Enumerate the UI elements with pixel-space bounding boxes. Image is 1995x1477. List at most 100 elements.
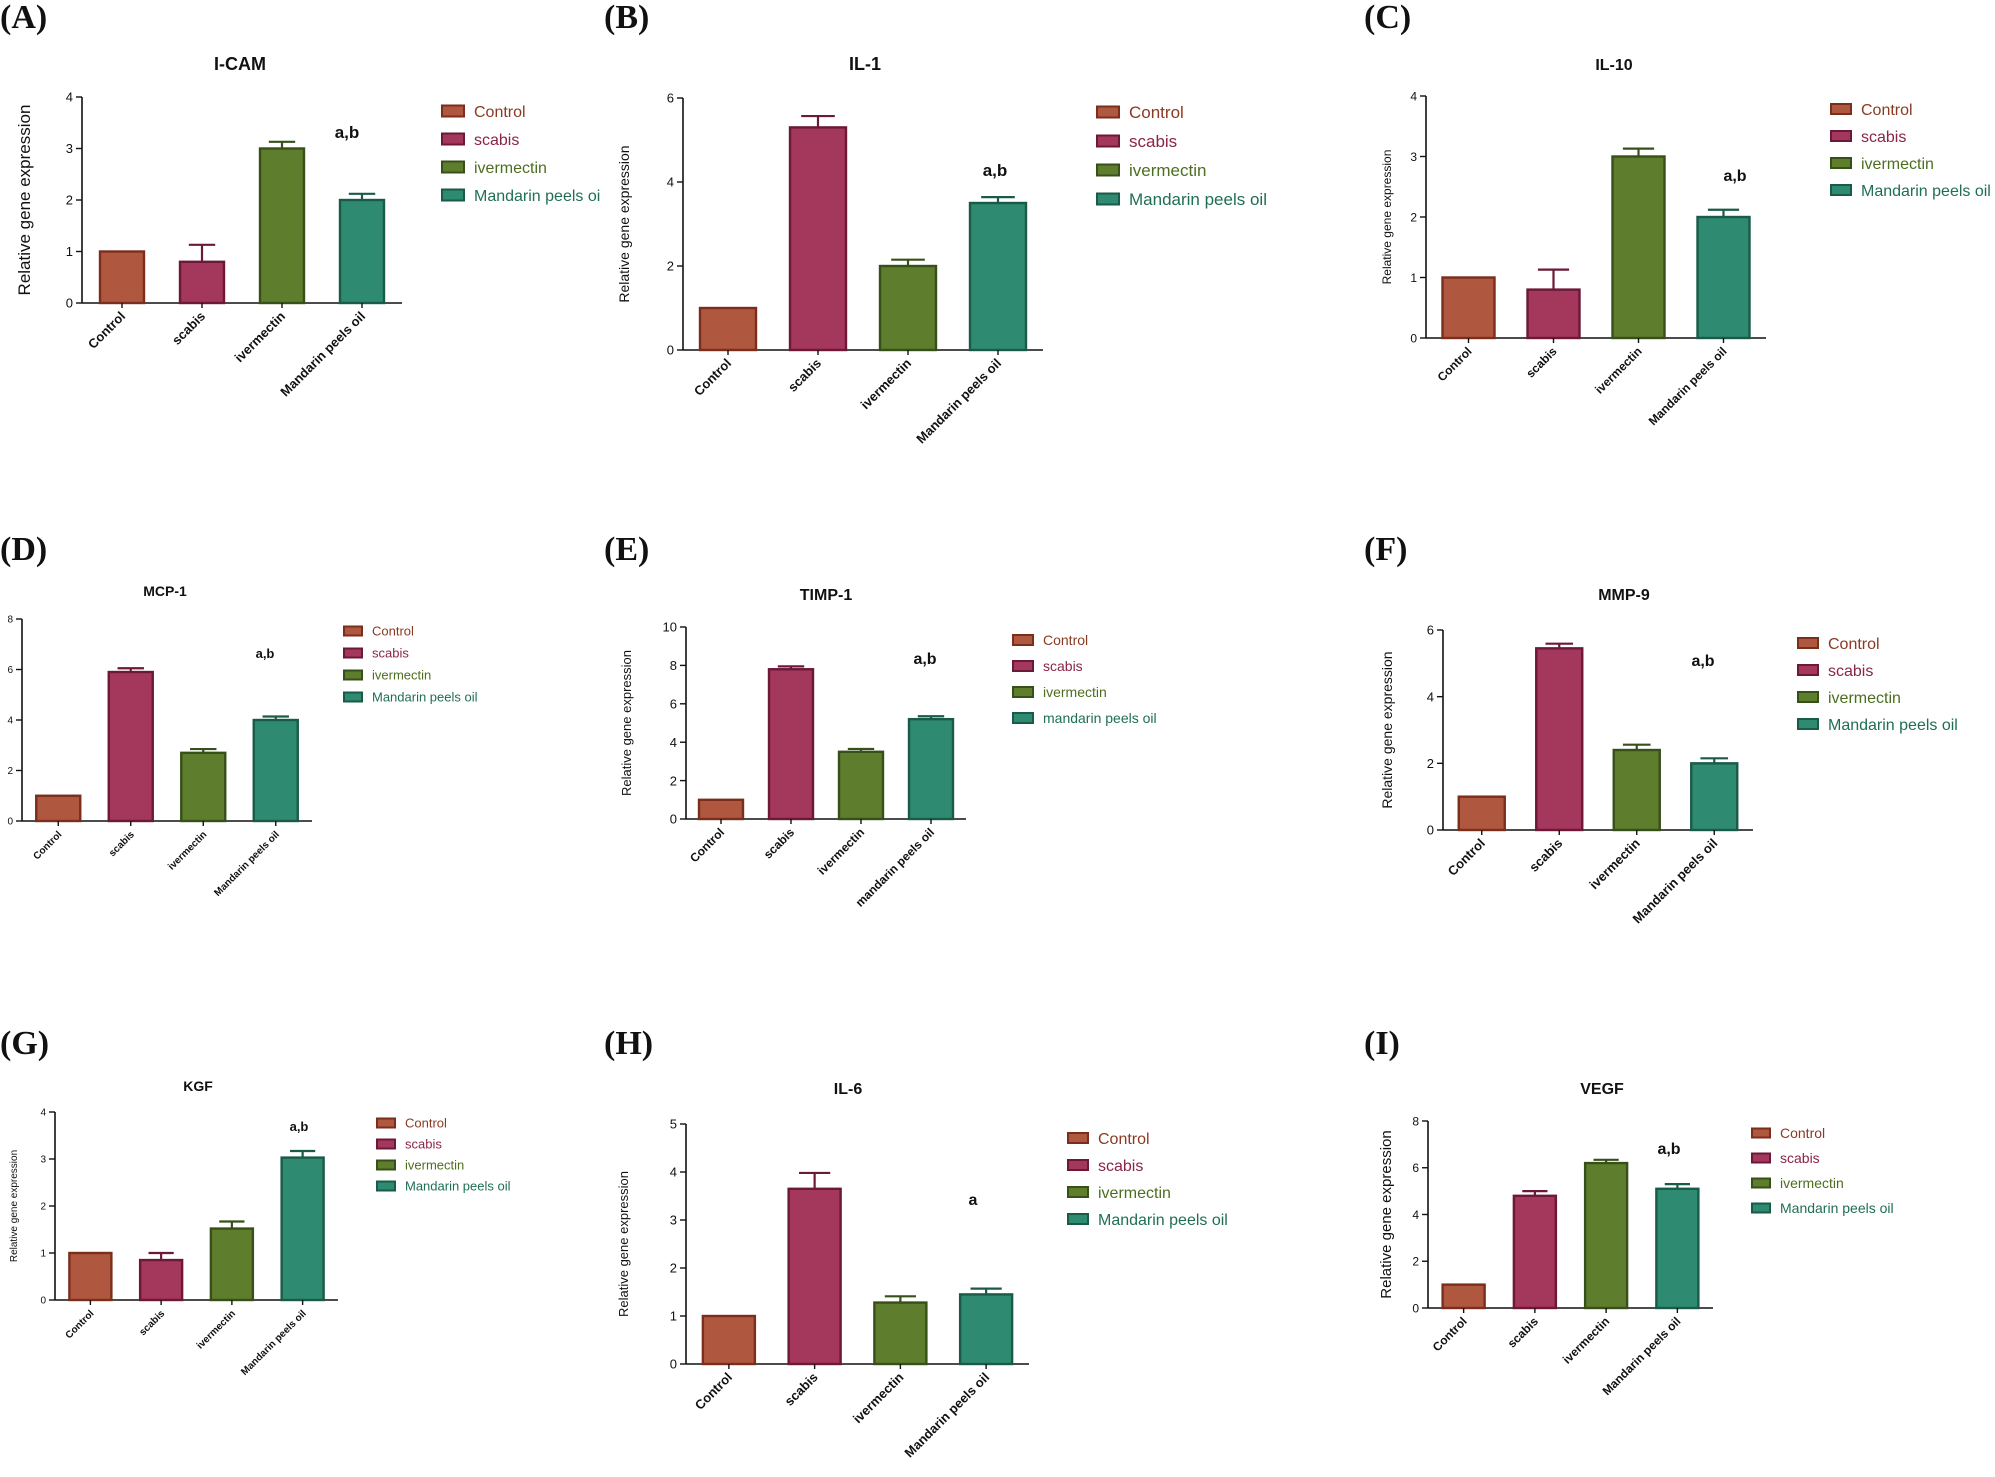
panel-letter: (F) bbox=[1364, 531, 1407, 568]
y-axis-label: Relative gene expression bbox=[1378, 1130, 1395, 1298]
category-label: scabis bbox=[1505, 1314, 1542, 1351]
legend-label: mandarin peels oil bbox=[1043, 710, 1157, 726]
bar-mandarin bbox=[1655, 1187, 1700, 1310]
panel-letter: (D) bbox=[0, 531, 47, 568]
legend: Control scabis ivermectin Mandarin peels oi… bbox=[1830, 102, 1991, 200]
y-axis-label: Relative gene expression bbox=[15, 105, 34, 296]
legend-swatch bbox=[1012, 712, 1034, 724]
bar-ivermectin bbox=[1583, 1161, 1629, 1310]
legend: Control scabis ivermectin Mandarin peels oi… bbox=[343, 624, 478, 705]
legend-label: scabis bbox=[474, 132, 519, 149]
chart-title: I-CAM bbox=[214, 54, 266, 74]
y-tick-label: 8 bbox=[670, 658, 677, 673]
bar-ivermectin bbox=[1612, 748, 1661, 832]
y-tick-label: 4 bbox=[66, 90, 73, 105]
panel-letter: (H) bbox=[604, 1025, 653, 1062]
y-tick-label: 3 bbox=[1410, 150, 1417, 164]
category-label: scabis bbox=[169, 309, 208, 348]
legend-swatch bbox=[1797, 664, 1819, 676]
panel-letter: (E) bbox=[604, 531, 649, 568]
category-label: Mandarin peels oil bbox=[1646, 344, 1730, 428]
category-label: ivermectin bbox=[1560, 1314, 1612, 1366]
legend-label: ivermectin bbox=[1861, 156, 1934, 173]
legend-label: Control bbox=[405, 1116, 447, 1131]
bar-control bbox=[68, 1251, 113, 1302]
chart-title: MCP-1 bbox=[143, 583, 187, 599]
legend-label: Mandarin peels oi bbox=[474, 188, 600, 205]
bar-scabis bbox=[788, 126, 848, 352]
y-tick-label: 0 bbox=[670, 1357, 677, 1372]
y-tick-label: 4 bbox=[1412, 1208, 1419, 1222]
category-label: Control bbox=[31, 829, 64, 862]
bar-scabis bbox=[787, 1187, 842, 1366]
y-tick-label: 1 bbox=[40, 1249, 46, 1260]
y-tick-label: 0 bbox=[670, 812, 677, 827]
y-tick-label: 4 bbox=[670, 1165, 677, 1180]
panel-letter: (C) bbox=[1364, 0, 1411, 36]
y-tick-label: 3 bbox=[670, 1213, 677, 1228]
legend-label: Control bbox=[1861, 102, 1913, 119]
legend-swatch bbox=[1830, 157, 1852, 169]
chart-title: TIMP-1 bbox=[800, 587, 853, 604]
panel-letter: (I) bbox=[1364, 1025, 1400, 1062]
bar-ivermectin bbox=[1611, 155, 1666, 340]
legend-swatch bbox=[1751, 1127, 1771, 1139]
legend-label: ivermectin bbox=[1780, 1175, 1844, 1191]
y-tick-label: 2 bbox=[1410, 210, 1417, 224]
y-tick-label: 0 bbox=[40, 1296, 46, 1307]
bar-ivermectin bbox=[258, 147, 306, 305]
category-label: ivermectin bbox=[1592, 344, 1644, 396]
significance-annotation: a,b bbox=[1657, 1141, 1680, 1158]
legend-swatch bbox=[1096, 105, 1120, 119]
legend-label: Control bbox=[1828, 636, 1880, 653]
y-tick-label: 2 bbox=[1412, 1255, 1419, 1269]
chart-title: KGF bbox=[183, 1078, 213, 1094]
category-label: scabis bbox=[785, 356, 824, 395]
y-tick-label: 0 bbox=[1410, 331, 1417, 345]
legend-label: ivermectin bbox=[405, 1158, 464, 1173]
legend-swatch bbox=[1096, 163, 1120, 177]
y-tick-label: 8 bbox=[1412, 1114, 1419, 1128]
legend-label: Mandarin peels oil bbox=[1098, 1212, 1228, 1229]
y-tick-label: 4 bbox=[1427, 689, 1434, 704]
category-label: Control bbox=[687, 825, 727, 865]
bar-scabis bbox=[1512, 1194, 1558, 1310]
category-label: Control bbox=[85, 309, 128, 352]
legend-swatch bbox=[343, 691, 363, 703]
y-axis-label: Relative gene expression bbox=[9, 1150, 20, 1262]
category-label: scabis bbox=[782, 1370, 821, 1409]
y-axis-label: Relative gene expression bbox=[1380, 150, 1394, 285]
legend: Control scabis ivermectin Mandarin peels oi… bbox=[1797, 636, 1958, 734]
category-label: Mandarin peels oil bbox=[901, 1370, 992, 1461]
bar-ivermectin bbox=[837, 750, 885, 821]
legend-label: ivermectin bbox=[1098, 1185, 1171, 1202]
legend-label: ivermectin bbox=[1828, 690, 1901, 707]
y-tick-label: 0 bbox=[1427, 823, 1434, 838]
chart-title: IL-1 bbox=[849, 54, 881, 74]
legend-label: scabis bbox=[1043, 658, 1083, 674]
category-label: Control bbox=[1435, 344, 1475, 384]
category-label: scabis bbox=[137, 1308, 167, 1338]
y-axis-label: Relative gene expression bbox=[616, 145, 632, 302]
legend-swatch bbox=[376, 1138, 396, 1150]
y-tick-label: 2 bbox=[40, 1202, 46, 1213]
legend-swatch bbox=[1096, 192, 1120, 206]
y-tick-label: 6 bbox=[1412, 1161, 1419, 1175]
bar-control bbox=[701, 1314, 757, 1366]
bar-mandarin bbox=[1690, 762, 1739, 832]
legend-swatch bbox=[1067, 1132, 1089, 1144]
legend-swatch bbox=[1067, 1159, 1089, 1171]
legend-label: ivermectin bbox=[1043, 684, 1107, 700]
significance-annotation: a,b bbox=[983, 161, 1008, 180]
legend-swatch bbox=[1067, 1213, 1089, 1225]
legend-swatch bbox=[441, 188, 465, 202]
legend-swatch bbox=[376, 1117, 396, 1129]
bar-ivermectin bbox=[878, 264, 938, 352]
category-label: ivermectin bbox=[1586, 835, 1643, 892]
legend-label: scabis bbox=[372, 646, 409, 661]
legend: Control scabis ivermectin Mandarin peels oi… bbox=[1067, 1131, 1228, 1229]
legend-label: Control bbox=[1129, 103, 1184, 122]
legend-swatch bbox=[441, 160, 465, 174]
legend-label: scabis bbox=[1129, 132, 1177, 151]
legend-swatch bbox=[1012, 660, 1034, 672]
